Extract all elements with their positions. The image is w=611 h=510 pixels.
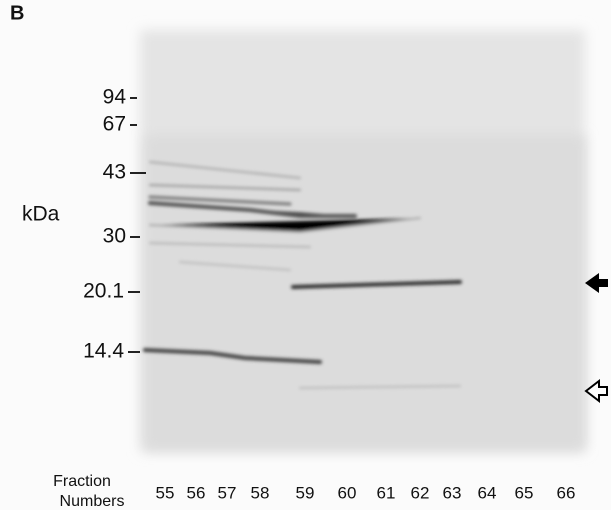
lane-labels: 55 56 57 58 59 60 61 62 63 64 65 66 (156, 483, 576, 502)
marker-label: 20.1 (83, 280, 124, 303)
lane-label: 60 (338, 483, 357, 502)
panel-label: B (10, 2, 24, 24)
axis-label: Numbers (60, 493, 125, 510)
lane-label: 56 (187, 483, 206, 502)
lane-label: 57 (218, 483, 237, 502)
filled-arrow (585, 273, 608, 293)
lane-label: 55 (156, 483, 175, 502)
marker-label: 30 (103, 225, 126, 248)
lane-label: 58 (251, 483, 270, 502)
axis-label: Fraction (53, 473, 111, 490)
marker-label: 43 (103, 161, 126, 184)
lane-label: 64 (478, 483, 497, 502)
axis-label: kDa (22, 203, 60, 226)
lane-label: 62 (411, 483, 430, 502)
marker-label: 94 (103, 86, 127, 109)
lane-label: 65 (515, 483, 534, 502)
marker-ticks (128, 97, 146, 353)
lane-label: 63 (443, 483, 462, 502)
lane-label: 61 (377, 483, 396, 502)
marker-label: 14.4 (83, 340, 124, 363)
lane-label: 66 (557, 483, 576, 502)
open-arrow (584, 378, 608, 404)
marker-label: 67 (103, 113, 126, 136)
gel (140, 30, 585, 452)
lane-label: 59 (296, 483, 315, 502)
